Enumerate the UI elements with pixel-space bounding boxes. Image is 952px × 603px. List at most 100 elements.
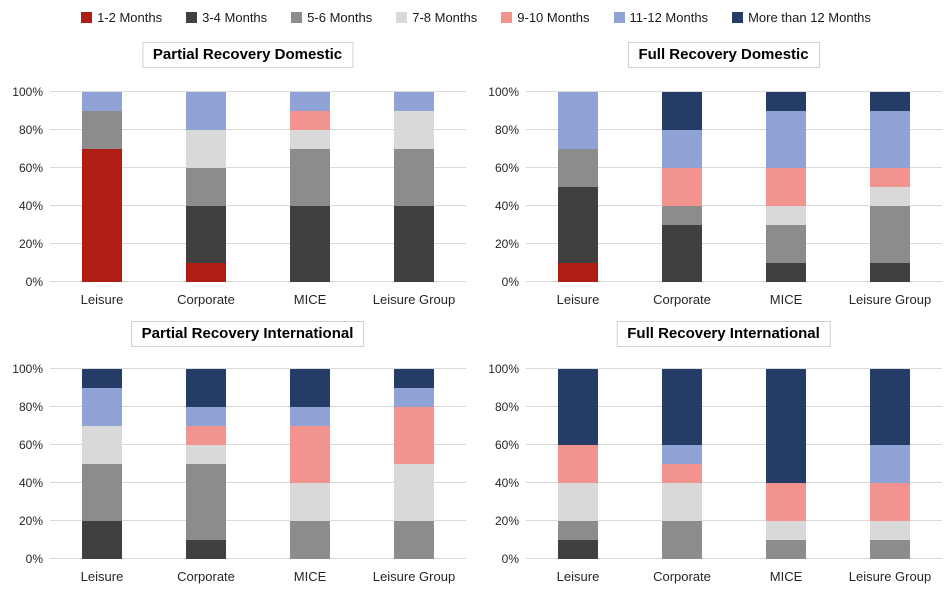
y-axis: 0% 20% 40% 60% 80% 100% [6, 363, 50, 565]
gridline [50, 167, 466, 168]
gridline [526, 91, 942, 92]
bar-segment [290, 92, 330, 111]
bar-segment [186, 464, 226, 540]
bar-segment [870, 111, 910, 168]
bar-segment [870, 445, 910, 483]
gridline [526, 406, 942, 407]
bar-segment [766, 225, 806, 263]
bar-segment [558, 369, 598, 445]
bar-segment [558, 521, 598, 540]
bar-corporate [186, 92, 226, 282]
bar-segment [186, 445, 226, 464]
x-tick-label: MICE [769, 292, 803, 307]
bar-corporate [662, 369, 702, 559]
y-axis: 0% 20% 40% 60% 80% 100% [6, 86, 50, 288]
gridline [50, 129, 466, 130]
gridline [50, 91, 466, 92]
bar-segment [290, 130, 330, 149]
bar-segment [290, 149, 330, 206]
legend-swatch-icon [501, 11, 513, 23]
bar-leisure [82, 92, 122, 282]
y-tick-label: 20% [494, 514, 519, 528]
bar-segment [662, 168, 702, 206]
chart-partial-recovery-domestic: Partial Recovery Domestic 0% 20% 40% 60% 80%… [0, 30, 476, 315]
x-tick-label: MICE [293, 569, 327, 584]
chart-full-recovery-international: Full Recovery International 0% 20% 40% 60% 8… [476, 315, 952, 603]
x-axis: Leisure Corporate MICE Leisure Group [526, 292, 942, 307]
chart-title: Full Recovery International [616, 321, 831, 347]
bar-segment [290, 521, 330, 559]
bar-segment [82, 426, 122, 464]
bar-segment [662, 225, 702, 282]
y-tick-label: 0% [25, 552, 43, 566]
bar-segment [870, 263, 910, 282]
bar-segment [662, 464, 702, 483]
y-tick-label: 40% [494, 476, 519, 490]
bar-segment [766, 540, 806, 559]
x-tick-label: Leisure [556, 292, 600, 307]
bar-segment [394, 369, 434, 388]
x-axis: Leisure Corporate MICE Leisure Group [50, 569, 466, 584]
y-tick-label: 60% [18, 161, 43, 175]
plot-area [50, 91, 466, 282]
plot-area [50, 368, 466, 559]
x-tick-label: Leisure Group [848, 569, 932, 584]
x-tick-label: Leisure [556, 569, 600, 584]
x-tick-label: MICE [769, 569, 803, 584]
bar-segment [186, 92, 226, 130]
gridline [526, 558, 942, 559]
bar-segment [766, 369, 806, 483]
bar-corporate [186, 369, 226, 559]
bar-segment [394, 206, 434, 282]
bar-segment [766, 168, 806, 206]
bar-segment [186, 168, 226, 206]
plot-row: 0% 20% 40% 60% 80% 100% [482, 363, 942, 565]
gridline [50, 482, 466, 483]
legend-swatch-icon [613, 11, 625, 23]
bar-segment [290, 426, 330, 483]
legend-label: 1-2 Months [97, 9, 163, 25]
bar-segment [558, 540, 598, 559]
gridline [526, 444, 942, 445]
x-tick-label: Corporate [177, 292, 235, 307]
x-tick-label: Leisure Group [372, 569, 456, 584]
bar-segment [558, 445, 598, 483]
bar-segment [766, 483, 806, 521]
legend-item: 5-6 Months [291, 10, 372, 25]
x-tick-label: Leisure [80, 569, 124, 584]
bar-segment [186, 407, 226, 426]
chart-legend: 1-2 Months 3-4 Months 5-6 Months 7-8 Months… [0, 0, 952, 30]
gridline [526, 368, 942, 369]
y-tick-label: 60% [18, 438, 43, 452]
y-tick-label: 20% [494, 237, 519, 251]
x-tick-label: Corporate [653, 569, 711, 584]
y-tick-label: 0% [25, 275, 43, 289]
bar-segment [662, 369, 702, 445]
bar-segment [290, 483, 330, 521]
bar-mice [290, 92, 330, 282]
legend-item: 1-2 Months [81, 10, 162, 25]
x-tick-label: Corporate [177, 569, 235, 584]
bar-segment [186, 426, 226, 445]
bar-leisure-group [394, 92, 434, 282]
legend-swatch-icon [732, 11, 744, 23]
legend-label: 7-8 Months [412, 9, 478, 25]
x-tick-label: Leisure Group [848, 292, 932, 307]
legend-swatch-icon [291, 11, 303, 23]
y-tick-label: 0% [501, 275, 519, 289]
plot-row: 0% 20% 40% 60% 80% 100% [6, 86, 466, 288]
bar-segment [82, 369, 122, 388]
x-axis: Leisure Corporate MICE Leisure Group [50, 292, 466, 307]
legend-item: 3-4 Months [186, 10, 267, 25]
bar-leisure [82, 369, 122, 559]
legend-item: More than 12 Months [732, 10, 871, 25]
bar-segment [870, 206, 910, 263]
y-tick-label: 100% [488, 85, 519, 99]
bar-segment [290, 407, 330, 426]
bar-segment [870, 168, 910, 187]
bar-segment [394, 521, 434, 559]
legend-label: 9-10 Months [517, 9, 590, 25]
plot-area [526, 368, 942, 559]
y-tick-label: 0% [501, 552, 519, 566]
bar-segment [766, 521, 806, 540]
